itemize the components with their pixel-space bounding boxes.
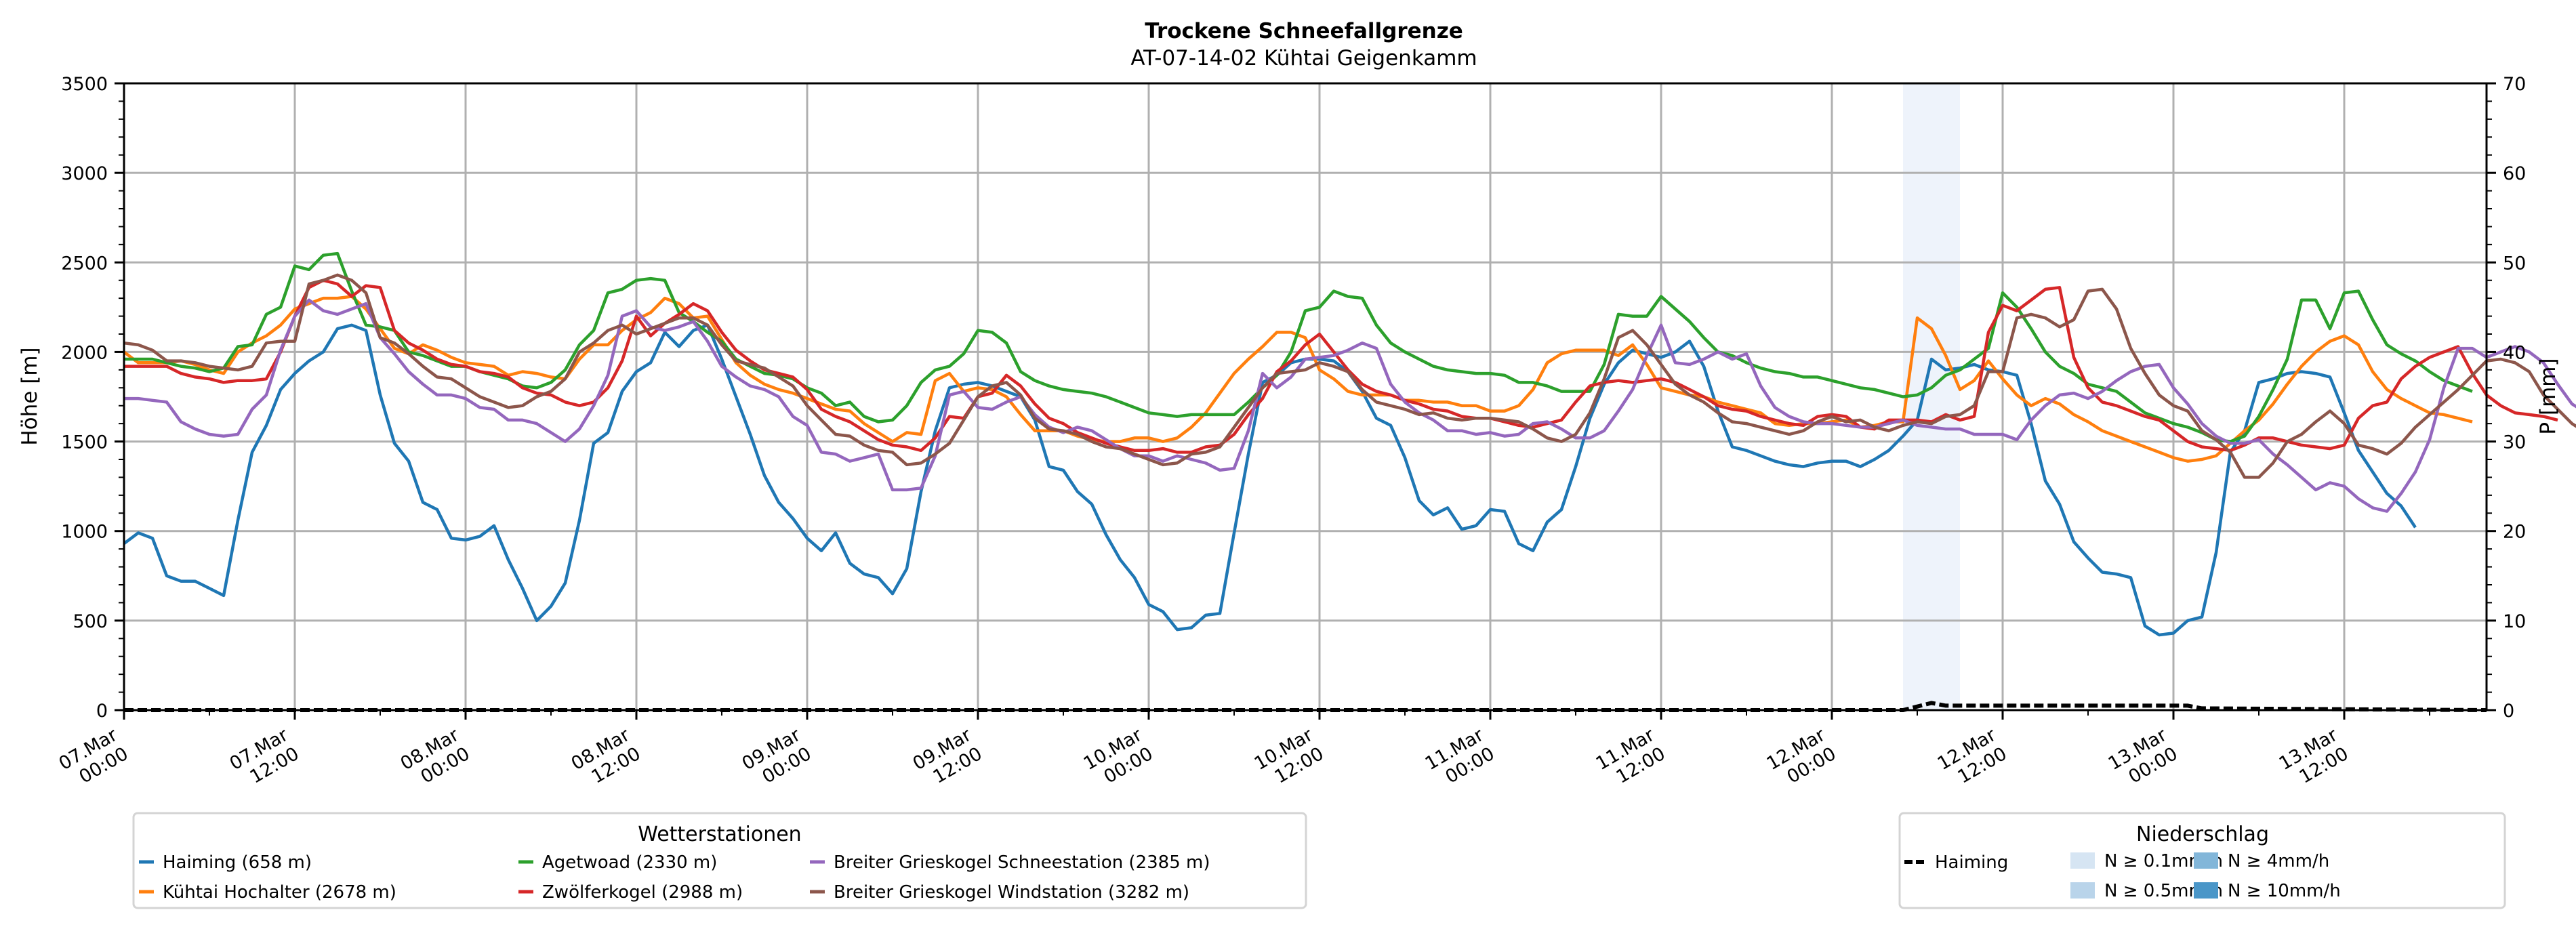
y-tick-label: 3000 — [61, 163, 108, 184]
axes — [115, 82, 2496, 720]
y-tick-label: 2500 — [61, 253, 108, 274]
y2-tick-label: 0 — [2503, 701, 2514, 722]
legend-label-4: Zwölferkogel (2988 m) — [542, 882, 743, 903]
legend-label-2: Kühtai Hochalter (2678 m) — [163, 882, 396, 903]
y2-tick-label: 40 — [2503, 342, 2526, 363]
y-tick-label: 2000 — [61, 342, 108, 363]
y2-tick-label: 30 — [2503, 432, 2526, 453]
y-tick-label: 1500 — [61, 432, 108, 453]
legend-precip: Niederschlag Haiming N ≥ 0.1mm/hN ≥ 0.5m… — [1898, 812, 2506, 909]
y2-tick-label: 60 — [2503, 163, 2526, 184]
y2-tick-label: 70 — [2503, 74, 2526, 95]
y-tick-label: 500 — [73, 611, 108, 632]
legend-stations-title: Wetterstationen — [638, 823, 801, 846]
y2-tick-label: 50 — [2503, 253, 2526, 274]
precip-level-label-3: N ≥ 4mm/h — [2228, 851, 2329, 871]
series-line-4 — [124, 278, 2558, 454]
y-axis-label: Höhe [m] — [18, 347, 42, 445]
legend-precip-line-label: Haiming — [1935, 852, 2008, 873]
precip-level-label-4: N ≥ 10mm/h — [2228, 881, 2341, 901]
series-layer — [123, 251, 2576, 637]
precip-line-haiming — [124, 701, 2487, 712]
precip-level-swatch-2 — [2070, 882, 2095, 899]
precip-line-layer — [124, 701, 2487, 712]
y2-tick-label: 20 — [2503, 522, 2526, 543]
legend-label-3: Agetwoad (2330 m) — [542, 852, 717, 873]
series-line-3 — [124, 251, 2473, 443]
y-tick-label: 3500 — [61, 74, 108, 95]
precip-level-swatch-1 — [2070, 852, 2095, 869]
precip-level-swatch-4 — [2194, 882, 2218, 899]
legend-stations: Wetterstationen Haiming (658 m) Kühtai Ho… — [132, 812, 1307, 909]
tick-labels: 0 500 1000 1500 2000 2500 3000 3500 0 10 20 30 40 50 6… — [56, 74, 2527, 788]
y-tick-label: 0 — [96, 701, 108, 722]
y2-tick-label: 10 — [2503, 611, 2526, 632]
legend-precip-title: Niederschlag — [2136, 823, 2269, 846]
precip-level-swatch-3 — [2194, 852, 2218, 869]
legend-label-5: Breiter Grieskogel Schneestation (2385 m… — [834, 852, 1210, 873]
legend-label-6: Breiter Grieskogel Windstation (3282 m) — [834, 882, 1189, 903]
legend-label-1: Haiming (658 m) — [163, 852, 312, 873]
y2-axis-label: P [mm] — [2536, 358, 2560, 434]
legend-stations-frame — [132, 812, 1307, 909]
series-line-5 — [124, 298, 2576, 513]
chart-title: Trockene Schneefallgrenze — [1145, 19, 1463, 43]
y-tick-label: 1000 — [61, 522, 108, 543]
series-line-6 — [123, 273, 2576, 479]
plot-frame — [123, 82, 2488, 711]
chart-subtitle: AT-07-14-02 Kühtai Geigenkamm — [1130, 46, 1477, 70]
